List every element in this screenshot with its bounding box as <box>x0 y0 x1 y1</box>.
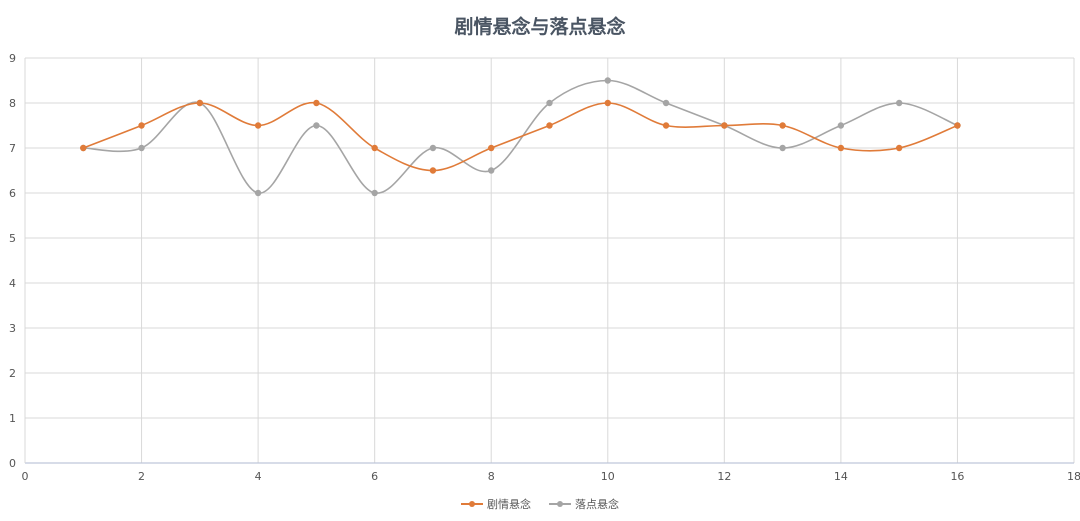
x-tick-label: 10 <box>601 470 615 483</box>
x-tick-label: 0 <box>22 470 29 483</box>
series-line-1 <box>82 101 958 172</box>
data-point-series-2 <box>371 189 378 197</box>
x-tick-label: 8 <box>488 470 495 483</box>
data-point-series-1 <box>837 144 845 152</box>
data-point-series-1 <box>80 144 87 152</box>
x-tick-label: 16 <box>950 470 964 483</box>
data-point-series-2 <box>779 144 786 152</box>
x-tick-label: 12 <box>717 470 731 483</box>
legend-item-series-2[interactable]: 落点悬念 <box>549 496 619 512</box>
data-point-series-1 <box>488 144 495 152</box>
x-tick-label: 6 <box>371 470 378 483</box>
data-point-series-1 <box>662 122 670 129</box>
data-point-series-1 <box>895 144 903 152</box>
y-tick-label: 1 <box>9 412 16 425</box>
data-point-series-1 <box>604 99 611 107</box>
data-point-series-1 <box>313 99 320 107</box>
legend-item-series-1[interactable]: 剧情悬念 <box>461 496 531 512</box>
data-point-series-2 <box>604 77 611 84</box>
data-point-series-1 <box>254 122 262 129</box>
y-tick-label: 4 <box>9 277 16 290</box>
y-tick-label: 0 <box>9 457 16 470</box>
data-point-series-1 <box>721 122 728 129</box>
y-tick-label: 8 <box>9 97 16 110</box>
y-tick-label: 6 <box>9 187 16 200</box>
legend-label-series-2: 落点悬念 <box>575 498 619 511</box>
y-tick-label: 5 <box>9 232 16 245</box>
legend-label-series-1: 剧情悬念 <box>487 498 531 511</box>
y-tick-label: 9 <box>9 52 16 65</box>
data-point-series-1 <box>429 167 437 174</box>
x-tick-label: 4 <box>255 470 262 483</box>
y-tick-label: 7 <box>9 142 16 155</box>
data-point-series-1 <box>546 122 553 129</box>
data-point-series-2 <box>138 144 145 152</box>
data-point-series-2 <box>546 99 553 107</box>
data-point-series-1 <box>371 144 378 152</box>
series-line-2 <box>83 79 958 194</box>
x-tick-label: 2 <box>138 470 145 483</box>
data-point-series-2 <box>254 189 262 197</box>
data-point-series-1 <box>196 99 204 107</box>
data-point-series-1 <box>779 122 786 129</box>
x-tick-label: 18 <box>1067 470 1080 483</box>
chart-title: 剧情悬念与落点悬念 <box>454 16 626 38</box>
chart-legend: 剧情悬念 落点悬念 <box>0 496 1080 512</box>
x-tick-label: 14 <box>834 470 848 483</box>
data-point-series-2 <box>429 144 437 152</box>
data-point-series-2 <box>895 99 903 107</box>
legend-marker-series-1 <box>461 499 483 509</box>
data-point-series-1 <box>954 122 961 129</box>
data-point-series-2 <box>837 122 845 129</box>
data-point-series-2 <box>662 99 670 107</box>
legend-marker-series-2 <box>549 499 571 509</box>
y-tick-label: 2 <box>9 367 16 380</box>
data-point-series-2 <box>488 167 495 174</box>
data-point-series-2 <box>313 122 320 129</box>
y-tick-label: 3 <box>9 322 16 335</box>
data-point-series-1 <box>138 122 145 129</box>
